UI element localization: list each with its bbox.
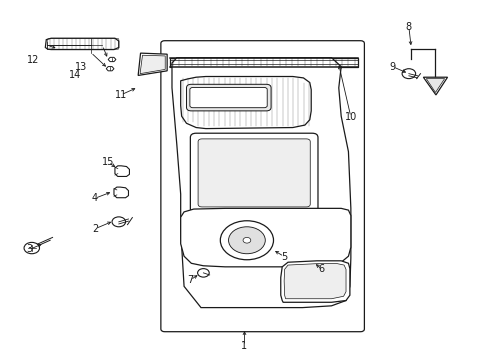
Polygon shape <box>45 38 119 50</box>
Polygon shape <box>114 187 128 198</box>
Polygon shape <box>108 57 116 62</box>
Text: 5: 5 <box>281 252 286 262</box>
Circle shape <box>112 217 125 227</box>
Circle shape <box>24 242 40 254</box>
Polygon shape <box>423 77 447 95</box>
Polygon shape <box>172 58 350 307</box>
Polygon shape <box>180 77 310 129</box>
FancyBboxPatch shape <box>198 139 309 207</box>
Text: 7: 7 <box>187 275 193 285</box>
Text: 11: 11 <box>114 90 126 100</box>
Polygon shape <box>115 166 129 176</box>
FancyBboxPatch shape <box>186 84 270 111</box>
FancyBboxPatch shape <box>161 41 364 332</box>
Text: 1: 1 <box>241 341 247 351</box>
Polygon shape <box>169 58 357 67</box>
FancyBboxPatch shape <box>190 133 317 213</box>
Polygon shape <box>106 67 114 71</box>
Text: 3: 3 <box>26 244 32 255</box>
Circle shape <box>401 69 415 78</box>
Polygon shape <box>180 208 350 267</box>
Polygon shape <box>426 78 444 93</box>
Text: 9: 9 <box>388 62 395 72</box>
Text: 12: 12 <box>27 55 40 65</box>
Text: 2: 2 <box>92 224 99 234</box>
FancyBboxPatch shape <box>189 87 266 108</box>
Text: 15: 15 <box>102 157 114 167</box>
Polygon shape <box>280 261 349 302</box>
Text: 4: 4 <box>91 193 98 203</box>
Circle shape <box>197 269 209 277</box>
Circle shape <box>220 221 273 260</box>
Polygon shape <box>138 53 167 76</box>
Circle shape <box>243 238 250 243</box>
Polygon shape <box>284 264 346 299</box>
Text: 6: 6 <box>318 264 324 274</box>
Text: 8: 8 <box>405 22 411 32</box>
Text: 14: 14 <box>69 70 81 80</box>
Polygon shape <box>140 55 165 74</box>
Circle shape <box>228 227 265 254</box>
Text: 10: 10 <box>344 112 356 122</box>
Text: 13: 13 <box>75 62 87 72</box>
